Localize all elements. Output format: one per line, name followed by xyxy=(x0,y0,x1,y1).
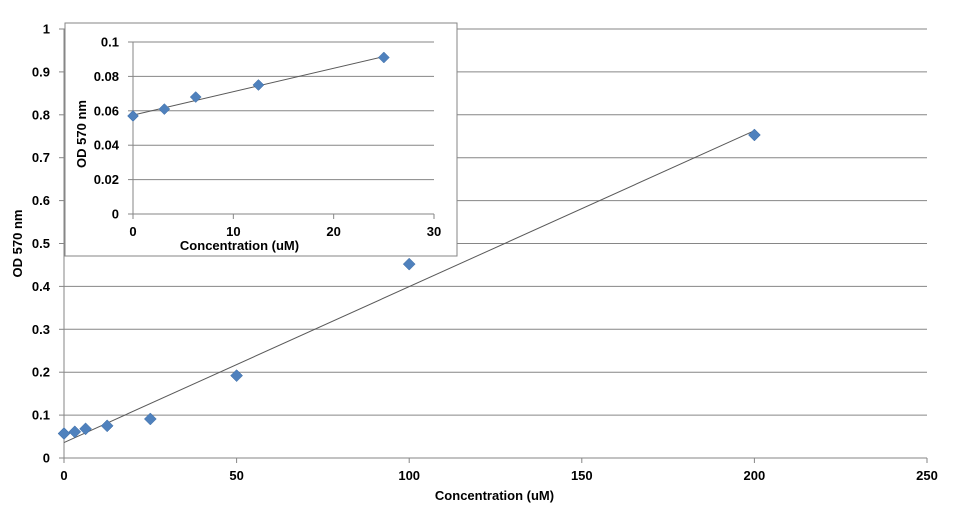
main-x-axis-title: Concentration (uM) xyxy=(435,488,554,503)
inset-y-axis-title: OD 570 nm xyxy=(74,100,89,168)
inset-x-axis-title: Concentration (uM) xyxy=(180,238,299,253)
main-x-tick-label: 0 xyxy=(60,468,67,483)
main-y-tick-label: 0.3 xyxy=(32,322,50,337)
inset-chart: 0 0.02 0.04 0.06 0.08 0.1 0 10 20 30 Concentration… xyxy=(64,22,458,257)
main-y-tick-label: 0.8 xyxy=(32,107,50,122)
inset-data-point xyxy=(189,91,202,103)
inset-data-point xyxy=(377,51,390,64)
main-x-tick-label: 50 xyxy=(229,468,243,483)
main-y-axis-title: OD 570 nm xyxy=(10,210,25,278)
inset-data-point xyxy=(158,103,171,115)
main-data-point xyxy=(57,427,71,440)
main-y-tick-label: 1 xyxy=(43,22,50,37)
main-data-point xyxy=(230,369,243,382)
inset-y-tick-label: 0.1 xyxy=(101,35,119,50)
inset-data-point xyxy=(252,79,265,91)
inset-x-tick-label: 0 xyxy=(129,224,136,239)
main-data-point xyxy=(79,422,92,436)
main-data-point xyxy=(68,425,82,439)
inset-x-tick-label: 10 xyxy=(226,224,240,239)
inset-x-tick-label: 20 xyxy=(326,224,340,239)
main-data-point xyxy=(402,257,416,271)
inset-x-tick-label: 30 xyxy=(427,224,441,239)
main-x-tick-label: 150 xyxy=(571,468,593,483)
main-x-tick-label: 100 xyxy=(398,468,420,483)
main-y-tick-label: 0.7 xyxy=(32,150,50,165)
main-y-tick-label: 0.2 xyxy=(32,365,50,380)
main-y-tick-label: 0.6 xyxy=(32,193,50,208)
main-y-tick-label: 0.9 xyxy=(32,64,50,79)
inset-y-tick-label: 0.02 xyxy=(94,172,119,187)
main-x-tick-label: 200 xyxy=(744,468,766,483)
main-data-point xyxy=(100,419,114,433)
main-trendline xyxy=(63,130,755,444)
main-y-tick-label: 0.4 xyxy=(32,279,51,294)
inset-y-tick-label: 0 xyxy=(112,207,119,222)
main-x-tick-label: 250 xyxy=(916,468,938,483)
inset-data-point xyxy=(127,110,139,122)
main-y-tick-label: 0.1 xyxy=(32,408,50,423)
main-data-point xyxy=(748,128,761,142)
inset-y-tick-label: 0.08 xyxy=(94,69,119,84)
inset-y-tick-label: 0.06 xyxy=(94,103,119,118)
inset-y-tick-label: 0.04 xyxy=(94,138,120,153)
main-y-tick-label: 0 xyxy=(43,451,50,466)
main-data-point xyxy=(143,412,157,426)
inset-frame xyxy=(64,22,458,257)
main-y-tick-label: 0.5 xyxy=(32,236,50,251)
